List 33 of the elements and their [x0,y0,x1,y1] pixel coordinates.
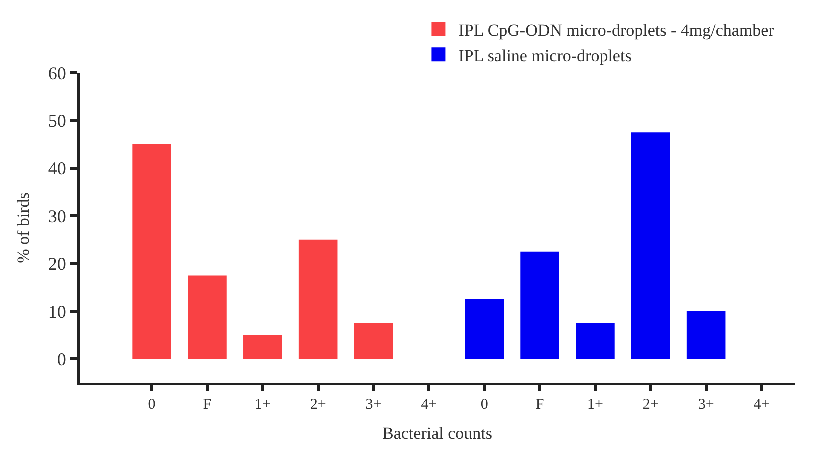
x-tick-label: 3+ [698,397,714,413]
bar [188,276,227,360]
y-axis-title: % of birds [14,192,33,264]
bar [631,132,670,360]
x-tick-label: 3+ [366,397,382,413]
y-tick-label: 20 [48,254,66,274]
x-tick-label: 2+ [642,397,659,413]
x-tick-label: 2+ [310,397,326,413]
y-tick-label: 50 [48,110,66,131]
y-tick-label: 30 [48,206,66,226]
x-tick-label: 4+ [421,397,438,413]
x-axis-title: Bacterial counts [382,424,492,443]
bar [686,311,726,360]
bar [244,335,282,360]
x-tick-label: 0 [480,397,488,413]
legend-label: IPL CpG-ODN micro-droplets - 4mg/chamber [458,21,775,40]
y-tick-label: 60 [48,63,66,84]
bar [520,252,560,360]
x-tick-label: 0 [148,397,156,413]
bar [132,144,172,360]
y-tick-label: 0 [57,349,66,370]
legend-label: IPL saline micro-droplets [458,46,632,66]
y-tick-label: 10 [48,302,66,322]
y-tick-label: 40 [48,158,66,179]
bar [465,300,504,360]
x-tick-label: F [536,397,544,413]
bar [576,323,615,360]
x-tick-label: 1+ [587,397,604,413]
bar [298,240,338,360]
x-tick-label: 4+ [754,397,770,413]
bar [354,323,394,360]
x-tick-label: F [203,397,212,413]
x-tick-label: 1+ [254,397,271,413]
